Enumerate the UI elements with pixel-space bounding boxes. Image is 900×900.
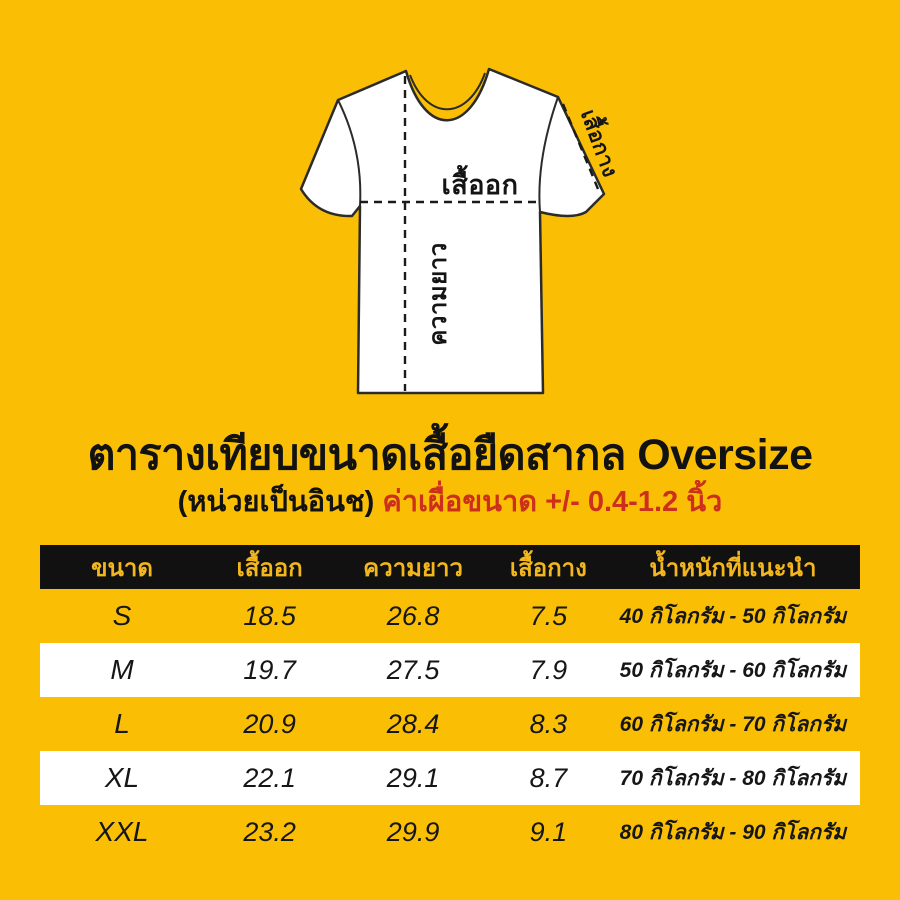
- cell-size: XXL: [95, 816, 149, 847]
- table-row: L 20.9 28.4 8.3 60 กิโลกรัม - 70 กิโลกรั…: [40, 697, 860, 751]
- cell-sleeve: 7.9: [529, 654, 568, 685]
- cell-sleeve: 7.5: [529, 600, 568, 631]
- cell-size: M: [110, 654, 134, 685]
- collar-rib-line: [409, 72, 486, 111]
- page-title: ตารางเทียบขนาดเสื้อยืดสากล Oversize: [87, 431, 813, 479]
- shirt-body-shape: [299, 67, 606, 395]
- cell-length: 27.5: [386, 654, 440, 685]
- cell-length: 29.1: [386, 762, 440, 793]
- cell-sleeve: 8.3: [529, 708, 568, 739]
- shirt-outline-icon: [299, 67, 606, 395]
- table-row: S 18.5 26.8 7.5 40 กิโลกรัม - 50 กิโลกรั…: [40, 589, 860, 643]
- cell-weight: 40 กิโลกรัม - 50 กิโลกรัม: [619, 604, 847, 628]
- cell-size: L: [114, 708, 130, 739]
- table-row: XL 22.1 29.1 8.7 70 กิโลกรัม - 80 กิโลกร…: [40, 751, 860, 805]
- table-header-row: ขนาด เสื้ออก ความยาว เสื้อกาง น้ำหนักที่…: [40, 545, 860, 589]
- cell-chest: 19.7: [243, 654, 296, 685]
- cell-weight: 80 กิโลกรัม - 90 กิโลกรัม: [619, 820, 847, 844]
- cell-size: S: [112, 600, 132, 631]
- table-row: XXL 23.2 29.9 9.1 80 กิโลกรัม - 90 กิโลก…: [40, 805, 860, 859]
- cell-sleeve: 8.7: [529, 762, 568, 793]
- cell-length: 26.8: [386, 600, 440, 631]
- header-cell-length: ความยาว: [363, 554, 463, 582]
- cell-length: 29.9: [386, 816, 440, 847]
- size-table: ขนาด เสื้ออก ความยาว เสื้อกาง น้ำหนักที่…: [40, 545, 860, 859]
- right-armhole-seam: [538, 96, 559, 213]
- chest-measure-label: เสื้ออก: [441, 170, 519, 200]
- cell-chest: 23.2: [243, 816, 296, 847]
- page-subtitle: (หน่วยเป็นอินช) ค่าเผื่อขนาด +/- 0.4-1.2…: [0, 478, 900, 524]
- subtitle-unit-text: (หน่วยเป็นอินช): [177, 486, 375, 518]
- table-row: M 19.7 27.5 7.9 50 กิโลกรัม - 60 กิโลกรั…: [40, 643, 860, 697]
- shirt-diagram: เสื้ออก ความยาว เสื้อกาง: [0, 0, 900, 420]
- left-armhole-seam: [337, 99, 362, 207]
- cell-weight: 70 กิโลกรัม - 80 กิโลกรัม: [619, 766, 847, 790]
- cell-chest: 18.5: [243, 600, 296, 631]
- cell-sleeve: 9.1: [529, 816, 568, 847]
- cell-chest: 20.9: [243, 708, 296, 739]
- sleeve-measure-line: [561, 103, 600, 190]
- header-cell-size: ขนาด: [91, 554, 153, 582]
- cell-length: 28.4: [386, 708, 440, 739]
- subtitle-tolerance-text: ค่าเผื่อขนาด +/- 0.4-1.2 นิ้ว: [382, 486, 723, 518]
- cell-weight: 50 กิโลกรัม - 60 กิโลกรัม: [619, 658, 847, 682]
- header-cell-weight: น้ำหนักที่แนะนำ: [649, 554, 817, 582]
- length-measure-label: ความยาว: [425, 242, 452, 346]
- cell-weight: 60 กิโลกรัม - 70 กิโลกรัม: [619, 712, 847, 736]
- cell-size: XL: [104, 762, 140, 793]
- header-cell-sleeve: เสื้อกาง: [509, 554, 587, 582]
- header-cell-chest: เสื้ออก: [236, 554, 303, 582]
- cell-chest: 22.1: [243, 762, 296, 793]
